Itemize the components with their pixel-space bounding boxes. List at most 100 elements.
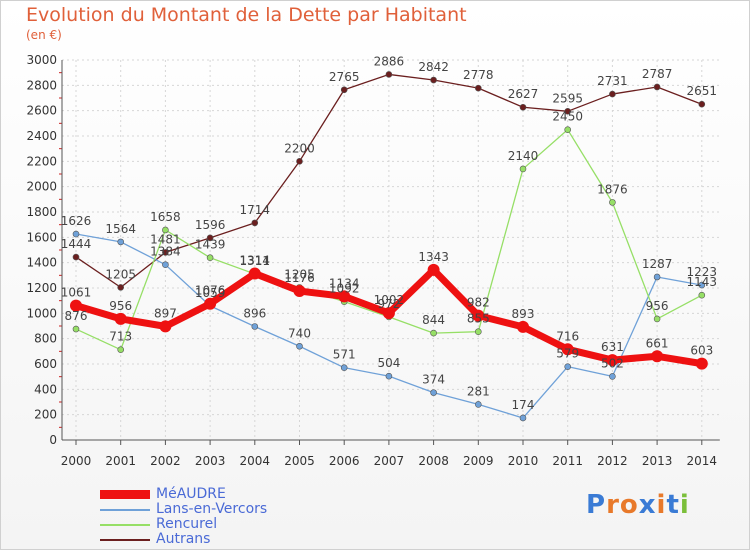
x-tick-label: 2006 [329,454,360,468]
x-tick-label: 2005 [284,454,315,468]
data-point [162,249,169,256]
data-point [653,315,661,323]
data-point [474,84,482,92]
data-label: 855 [467,312,490,326]
data-label: 2140 [508,149,539,163]
series-lans-en-vercors [72,230,706,422]
data-label: 972 [377,297,400,311]
data-label: 661 [646,336,669,350]
data-label: 956 [646,299,669,313]
y-tick-label: 2600 [26,104,57,118]
data-label: 579 [556,347,579,361]
legend-swatch [100,538,150,541]
data-label: 1143 [687,275,718,289]
data-point [204,297,217,310]
x-tick-label: 2001 [105,454,136,468]
data-label: 1223 [687,265,718,279]
x-tick-label: 2010 [508,454,539,468]
data-label: 1439 [195,238,226,252]
data-label: 2595 [552,91,583,105]
data-point [114,312,127,325]
data-label: 281 [467,384,490,398]
data-label: 2731 [597,74,628,88]
x-tick-label: 2008 [418,454,449,468]
data-label: 893 [512,307,535,321]
unit-label: (en €) [26,28,62,42]
data-label: 897 [154,306,177,320]
legend-label: Rencurel [156,516,218,532]
y-tick-label: 1600 [26,230,57,244]
data-label: 1481 [150,232,181,246]
data-point [653,83,661,91]
data-label: 1061 [61,286,92,300]
y-tick-label: 0 [49,433,57,447]
data-point [430,76,437,84]
data-label: 1444 [61,237,92,251]
data-point [72,230,80,238]
x-tick-label: 2002 [150,454,181,468]
legend-swatch [100,523,150,526]
data-label: 1076 [195,284,226,298]
y-tick-label: 800 [34,332,57,346]
data-point [159,320,172,333]
data-point [427,263,440,276]
data-point [72,253,80,261]
data-point [519,103,527,111]
logo-letter: x [638,490,657,520]
data-label: 1092 [329,282,360,296]
logo-letter: t [666,490,680,520]
data-label: 1059 [195,286,226,300]
data-label: 1384 [150,245,181,259]
y-tick-label: 400 [34,382,57,396]
data-label: 174 [512,398,535,412]
data-point [651,350,664,363]
series-lines [70,71,708,422]
data-point [206,234,214,242]
data-label: 716 [556,329,579,343]
data-point [117,346,124,353]
y-tick-label: 3000 [26,53,57,67]
legend-item-rencurel: Rencurel [100,517,267,532]
x-tick-label: 2009 [463,454,494,468]
data-point [338,290,351,303]
logo-letter: i [656,490,667,520]
data-point [340,86,348,94]
proxiti-logo: Proxiti [586,490,690,520]
data-point [382,307,395,320]
chart-title: Evolution du Montant de la Dette par Hab… [26,4,467,26]
data-point [430,329,437,337]
data-point [474,401,482,408]
series-autrans [72,71,706,291]
x-tick-label: 2004 [240,454,271,468]
data-label: 1311 [240,254,271,268]
data-point [248,267,261,280]
data-point [609,199,616,206]
legend-swatch [100,508,150,511]
data-label: 571 [333,348,356,362]
data-point [70,299,82,312]
data-label: 631 [601,340,624,354]
data-label: 1714 [240,203,271,217]
data-point [698,281,706,289]
data-label: 2886 [374,54,405,68]
data-point [564,108,572,115]
data-point [609,90,616,98]
y-tick-label: 2800 [26,78,57,92]
data-label: 713 [109,330,132,344]
legend-label: MéAUDRE [156,486,226,502]
data-label: 2842 [418,60,449,74]
data-label: 1205 [105,267,136,281]
data-label: 603 [690,344,713,358]
data-label: 982 [467,296,490,310]
data-label: 504 [377,356,400,370]
data-label: 956 [109,299,132,313]
legend: MéAUDRE Lans-en-Vercors Rencurel Autrans [100,487,267,547]
data-point [385,372,393,380]
x-tick-label: 2000 [61,454,92,468]
data-point [698,100,706,108]
data-point [519,165,527,173]
data-point [162,261,169,268]
data-point [251,323,259,330]
data-labels: 1444 1205 1481 1596 1714 2200 2765 2886 2842 2778… [61,54,717,412]
data-point [606,354,619,367]
